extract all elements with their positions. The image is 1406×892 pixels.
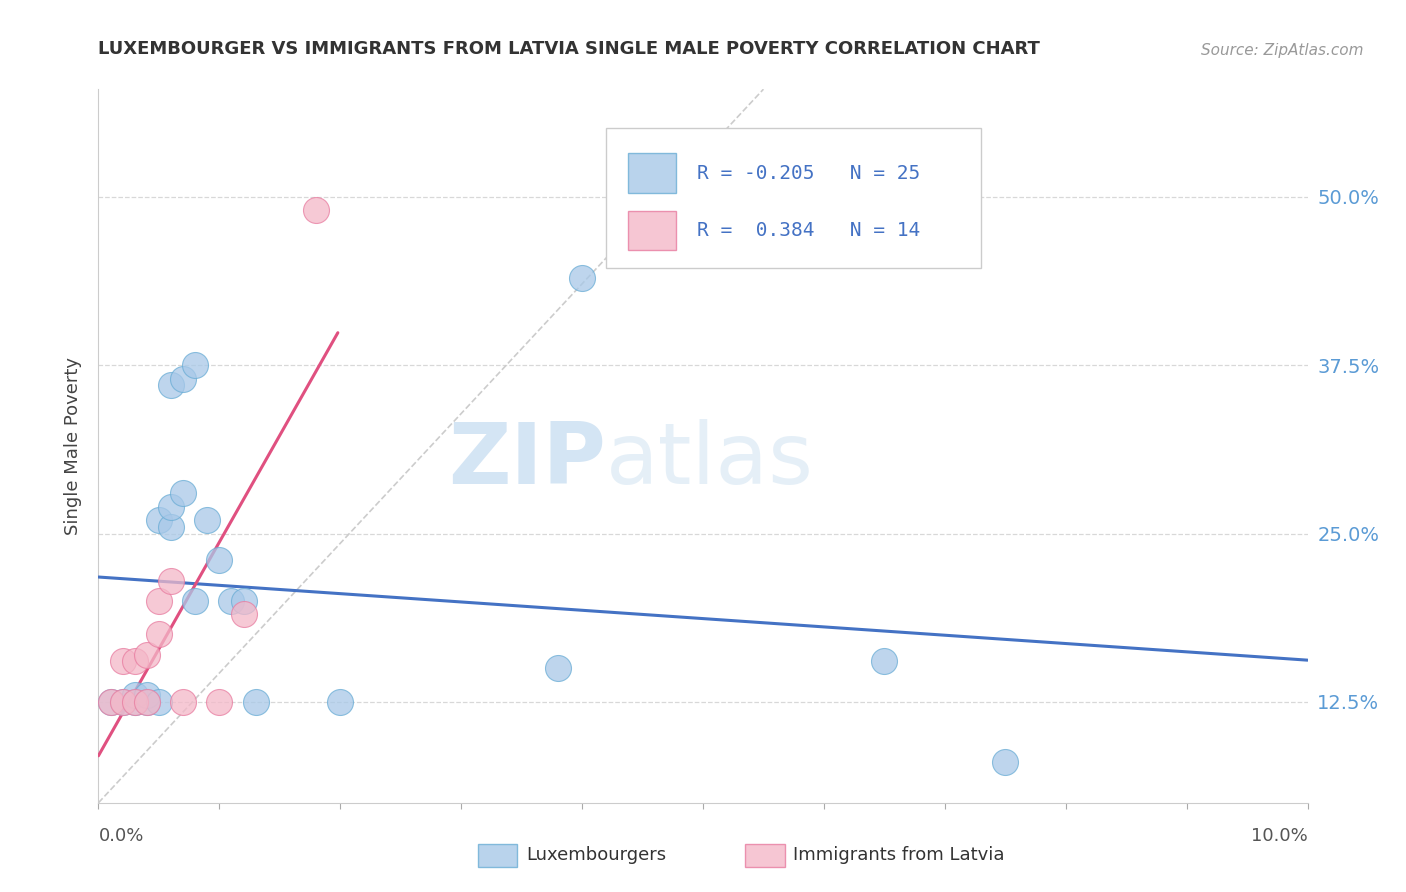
Point — [172, 695, 194, 709]
Point — [124, 695, 146, 709]
Point — [195, 513, 218, 527]
Point — [148, 695, 170, 709]
Point — [148, 594, 170, 608]
Point — [184, 358, 207, 372]
Text: R = -0.205   N = 25: R = -0.205 N = 25 — [697, 164, 920, 183]
Point — [100, 695, 122, 709]
Point — [172, 372, 194, 386]
Y-axis label: Single Male Poverty: Single Male Poverty — [65, 357, 83, 535]
Point — [148, 627, 170, 641]
Text: 0.0%: 0.0% — [98, 827, 143, 845]
FancyBboxPatch shape — [628, 211, 676, 250]
Point — [305, 203, 328, 218]
Point — [245, 695, 267, 709]
Point — [111, 695, 134, 709]
Text: ZIP: ZIP — [449, 418, 606, 502]
Point — [111, 655, 134, 669]
Point — [232, 594, 254, 608]
Point — [873, 655, 896, 669]
Point — [135, 695, 157, 709]
Text: Source: ZipAtlas.com: Source: ZipAtlas.com — [1201, 43, 1364, 58]
Point — [135, 688, 157, 702]
FancyBboxPatch shape — [606, 128, 981, 268]
Point — [184, 594, 207, 608]
Point — [547, 661, 569, 675]
Text: R =  0.384   N = 14: R = 0.384 N = 14 — [697, 221, 920, 240]
Text: LUXEMBOURGER VS IMMIGRANTS FROM LATVIA SINGLE MALE POVERTY CORRELATION CHART: LUXEMBOURGER VS IMMIGRANTS FROM LATVIA S… — [98, 40, 1040, 58]
Point — [124, 695, 146, 709]
Point — [232, 607, 254, 622]
FancyBboxPatch shape — [628, 153, 676, 193]
Point — [208, 695, 231, 709]
Point — [135, 648, 157, 662]
Text: Luxembourgers: Luxembourgers — [526, 847, 666, 864]
Point — [160, 520, 183, 534]
Text: atlas: atlas — [606, 418, 814, 502]
Point — [100, 695, 122, 709]
Point — [148, 513, 170, 527]
Point — [329, 695, 352, 709]
Text: Immigrants from Latvia: Immigrants from Latvia — [793, 847, 1004, 864]
Point — [208, 553, 231, 567]
Text: 10.0%: 10.0% — [1251, 827, 1308, 845]
Point — [571, 270, 593, 285]
Point — [160, 574, 183, 588]
Point — [172, 486, 194, 500]
Point — [221, 594, 243, 608]
Point — [160, 500, 183, 514]
Point — [111, 695, 134, 709]
Point — [124, 688, 146, 702]
Point — [135, 695, 157, 709]
Point — [994, 756, 1017, 770]
Point — [160, 378, 183, 392]
Point — [124, 655, 146, 669]
